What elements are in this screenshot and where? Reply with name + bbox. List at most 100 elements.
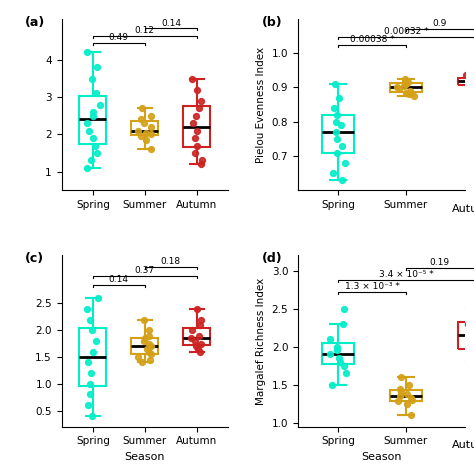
Point — [193, 142, 201, 149]
Point — [87, 369, 94, 377]
Point — [338, 176, 346, 184]
Text: Autumn: Autumn — [452, 440, 474, 450]
Point — [408, 396, 416, 404]
Point — [462, 72, 470, 79]
Point — [83, 164, 91, 172]
Point — [140, 119, 148, 127]
Point — [410, 92, 418, 100]
Point — [89, 348, 96, 356]
Point — [92, 90, 100, 97]
Point — [466, 312, 474, 320]
Text: 0.18: 0.18 — [161, 257, 181, 266]
Point — [191, 134, 199, 142]
Y-axis label: Margalef Richness Index: Margalef Richness Index — [256, 277, 266, 405]
Point — [145, 340, 153, 347]
Point — [406, 87, 413, 95]
X-axis label: Season: Season — [361, 452, 401, 462]
Point — [469, 350, 474, 358]
Point — [192, 343, 200, 350]
Point — [134, 127, 142, 135]
Point — [147, 112, 155, 119]
Text: (d): (d) — [261, 252, 282, 265]
Point — [86, 316, 94, 323]
Text: 0.14: 0.14 — [161, 18, 181, 27]
Point — [188, 327, 196, 334]
Point — [147, 131, 155, 138]
Point — [331, 80, 339, 88]
Point — [333, 149, 340, 156]
Point — [327, 350, 334, 358]
Point — [403, 400, 410, 408]
Text: (a): (a) — [25, 16, 45, 28]
X-axis label: Season: Season — [125, 452, 165, 462]
Point — [196, 348, 204, 356]
Point — [193, 86, 201, 93]
Point — [88, 75, 96, 82]
Point — [91, 142, 99, 149]
Point — [197, 160, 205, 168]
Point — [334, 346, 341, 354]
Point — [341, 159, 349, 167]
Point — [396, 392, 404, 400]
Point — [86, 380, 94, 388]
Point — [145, 327, 153, 334]
Point — [338, 142, 346, 149]
Point — [336, 94, 343, 101]
Text: (c): (c) — [25, 252, 44, 265]
Point — [464, 320, 472, 328]
Point — [328, 381, 336, 389]
Text: 1.3 × 10⁻³ *: 1.3 × 10⁻³ * — [345, 282, 400, 291]
Point — [142, 136, 149, 144]
Point — [336, 358, 344, 365]
Text: 0.12: 0.12 — [135, 26, 155, 35]
Point — [140, 316, 148, 323]
Point — [194, 345, 202, 353]
Point — [472, 76, 474, 84]
Text: Autumn: Autumn — [452, 204, 474, 214]
Point — [332, 118, 339, 126]
Point — [93, 149, 101, 157]
Point — [473, 68, 474, 76]
Point — [137, 132, 145, 140]
Point — [407, 395, 415, 402]
Point — [147, 343, 155, 350]
Point — [92, 337, 100, 345]
Point — [86, 391, 94, 398]
Point — [465, 343, 472, 350]
Point — [87, 157, 95, 164]
Point — [84, 401, 92, 409]
Point — [339, 320, 346, 328]
Point — [340, 305, 347, 312]
Point — [393, 84, 401, 91]
Point — [394, 398, 401, 405]
Point — [83, 49, 91, 56]
Point — [196, 105, 203, 112]
Point — [138, 105, 146, 112]
Point — [330, 104, 338, 112]
Point — [401, 77, 409, 84]
Point — [137, 116, 145, 123]
Point — [329, 169, 337, 177]
Point — [188, 75, 195, 82]
Point — [146, 356, 154, 364]
Point — [192, 112, 200, 119]
Point — [396, 385, 403, 392]
Point — [342, 370, 349, 377]
Point — [135, 353, 142, 361]
Point — [84, 305, 91, 313]
Point — [401, 75, 409, 82]
Text: 0.00032 *: 0.00032 * — [383, 27, 428, 36]
Point — [86, 127, 93, 135]
Point — [89, 112, 97, 119]
Point — [334, 135, 341, 143]
Point — [198, 316, 205, 323]
Point — [470, 84, 474, 92]
Point — [334, 111, 341, 118]
Y-axis label: Pielou Evenness Index: Pielou Evenness Index — [256, 46, 266, 163]
Point — [397, 389, 405, 396]
Point — [398, 374, 405, 381]
Point — [407, 411, 415, 419]
Text: 0.14: 0.14 — [109, 275, 129, 284]
Point — [198, 340, 205, 347]
Point — [187, 335, 194, 342]
